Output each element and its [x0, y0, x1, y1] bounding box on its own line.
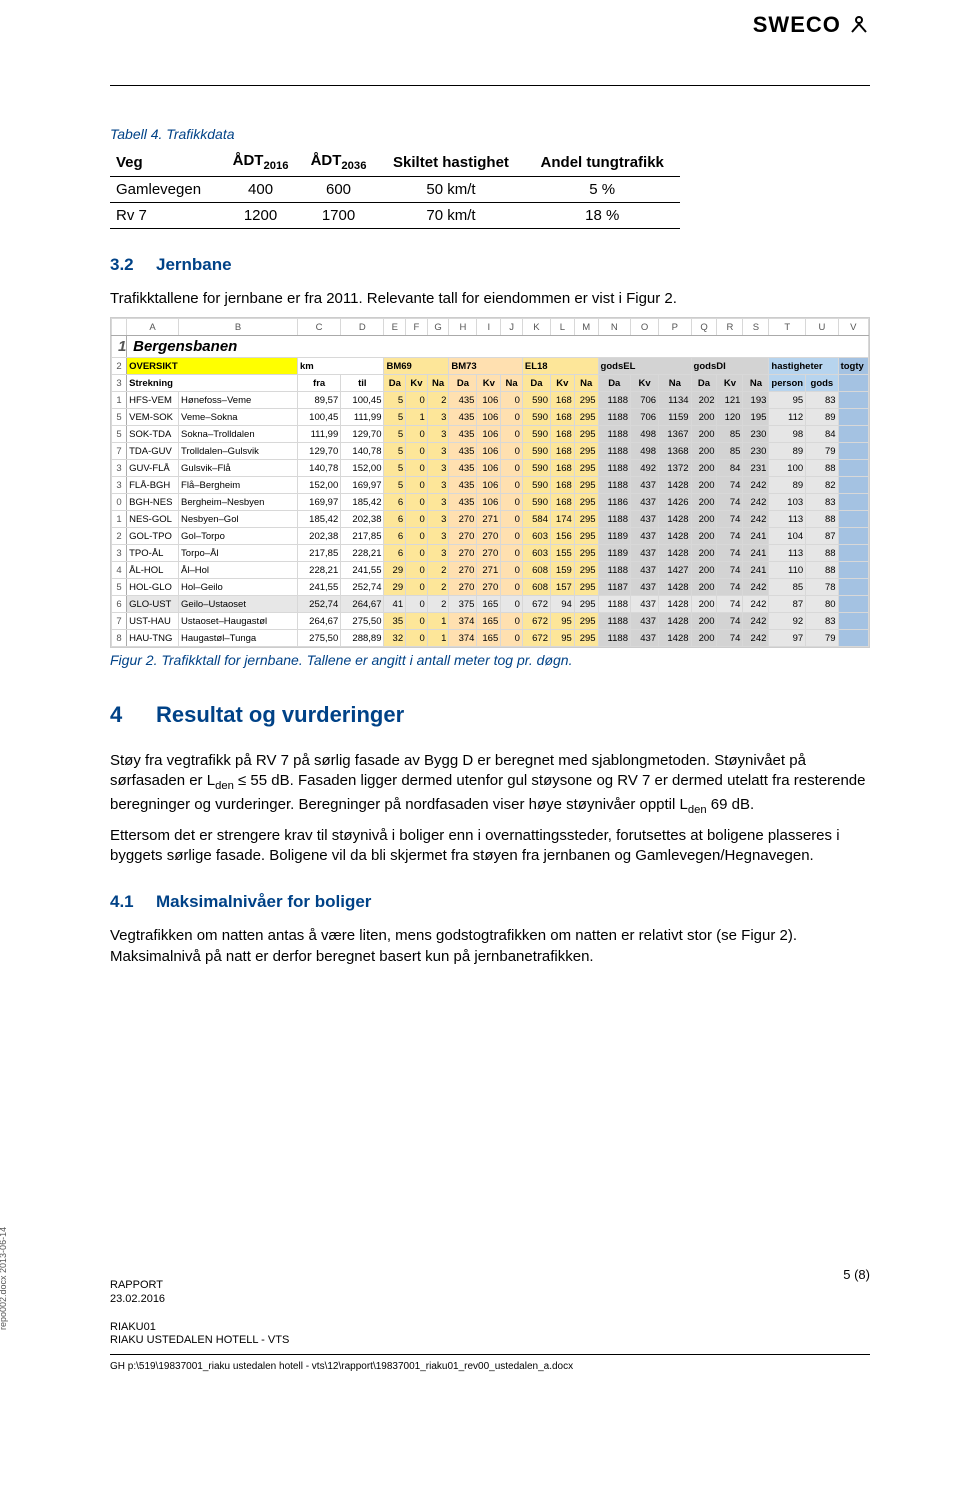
section-4-p1: Støy fra vegtrafikk på RV 7 på sørlig fa…	[110, 751, 870, 818]
section-4-1-heading: 4.1 Maksimalnivåer for boliger	[110, 892, 870, 912]
section-3-2-text: Trafikktallene for jernbane er fra 2011.…	[110, 289, 870, 309]
header-rule	[110, 85, 870, 86]
brand-logo: SWECO	[753, 12, 870, 38]
section-4-p2: Ettersom det er strengere krav til støyn…	[110, 826, 870, 867]
footer-project: RIAKU USTEDALEN HOTELL - VTS	[110, 1334, 870, 1348]
section-3-2-heading: 3.2 Jernbane	[110, 255, 870, 275]
table1: VegÅDT2016ÅDT2036Skiltet hastighetAndel …	[110, 148, 680, 229]
footer-date: 23.02.2016	[110, 1293, 870, 1307]
figure-2-caption: Figur 2. Trafikktall for jernbane. Talle…	[110, 652, 870, 668]
page-number: 5 (8)	[843, 1267, 870, 1282]
section-4-number: 4	[110, 702, 156, 728]
table1-title: Tabell 4. Trafikkdata	[110, 126, 870, 142]
spreadsheet-figure: ABCDEFGHIJKLMNOPQRSTUV1Bergensbanen2OVER…	[110, 317, 870, 648]
footer-code: RIAKU01	[110, 1321, 870, 1335]
side-note: repo002.docx 2013-06-14	[0, 1227, 8, 1330]
footer-path: GH p:\519\19837001_riaku ustedalen hotel…	[110, 1361, 870, 1372]
section-4-title: Resultat og vurderinger	[156, 702, 404, 728]
section-4-1-text: Vegtrafikken om natten antas å være lite…	[110, 926, 870, 967]
footer-rapport: RAPPORT	[110, 1279, 870, 1293]
page-footer: 5 (8) RAPPORT 23.02.2016 RIAKU01 RIAKU U…	[110, 1277, 870, 1372]
